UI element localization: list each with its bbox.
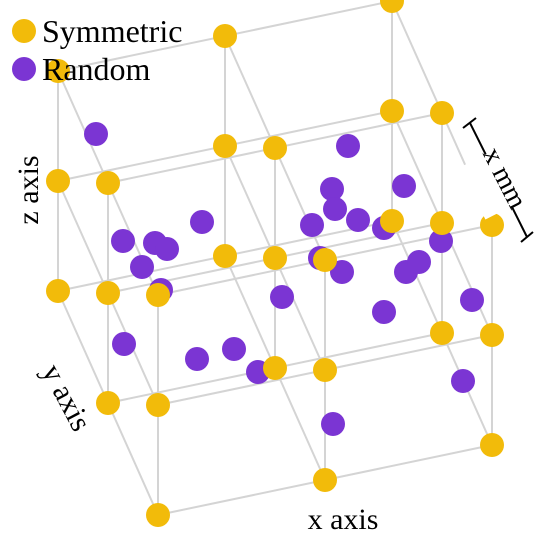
symmetric-point [380,99,404,123]
symmetric-point [213,244,237,268]
legend-symmetric-label: Symmetric [42,13,182,49]
legend-symmetric-swatch [12,19,36,43]
random-point [321,412,345,436]
symmetric-point [313,358,337,382]
symmetric-point [313,248,337,272]
symmetric-point [480,433,504,457]
random-point [130,255,154,279]
symmetric-point [380,0,404,13]
symmetric-point [46,279,70,303]
y-axis-label: y axis [35,359,97,437]
symmetric-point [96,281,120,305]
symmetric-point [146,503,170,527]
random-point [392,174,416,198]
random-point [185,347,209,371]
symmetric-point [430,321,454,345]
random-point [407,250,431,274]
symmetric-point [96,391,120,415]
random-point [460,288,484,312]
symmetric-point [46,59,70,83]
symmetric-point [263,356,287,380]
random-point [111,229,135,253]
symmetric-point [313,468,337,492]
symmetric-point [146,393,170,417]
symmetric-point [213,24,237,48]
legend-random-swatch [12,57,36,81]
symmetric-point [46,169,70,193]
random-point [336,134,360,158]
random-point [372,300,396,324]
random-point [451,369,475,393]
spacing-dimension-tick-bottom [520,231,534,243]
symmetric-point [263,136,287,160]
random-point [323,197,347,221]
x-axis-label: x axis [308,503,379,536]
spacing-label-background [459,140,539,220]
symmetric-point [213,134,237,158]
legend: Symmetric Random [12,13,182,87]
random-point [190,210,214,234]
symmetric-point [480,213,504,237]
z-axis-label: z axis [12,155,45,224]
random-point [222,337,246,361]
symmetric-point [146,283,170,307]
symmetric-point [263,246,287,270]
legend-random-label: Random [42,51,151,87]
symmetric-point [380,209,404,233]
random-point [429,229,453,253]
random-point [84,122,108,146]
symmetric-point [96,171,120,195]
spacing-dimension-tick-top [462,117,477,129]
random-point [270,285,294,309]
symmetric-points [46,0,504,527]
symmetric-point [480,323,504,347]
random-point [112,332,136,356]
random-point [155,237,179,261]
symmetric-point [430,101,454,125]
random-point [320,177,344,201]
symmetric-point [430,211,454,235]
random-point [346,208,370,232]
random-point [300,213,324,237]
random-point [330,260,354,284]
